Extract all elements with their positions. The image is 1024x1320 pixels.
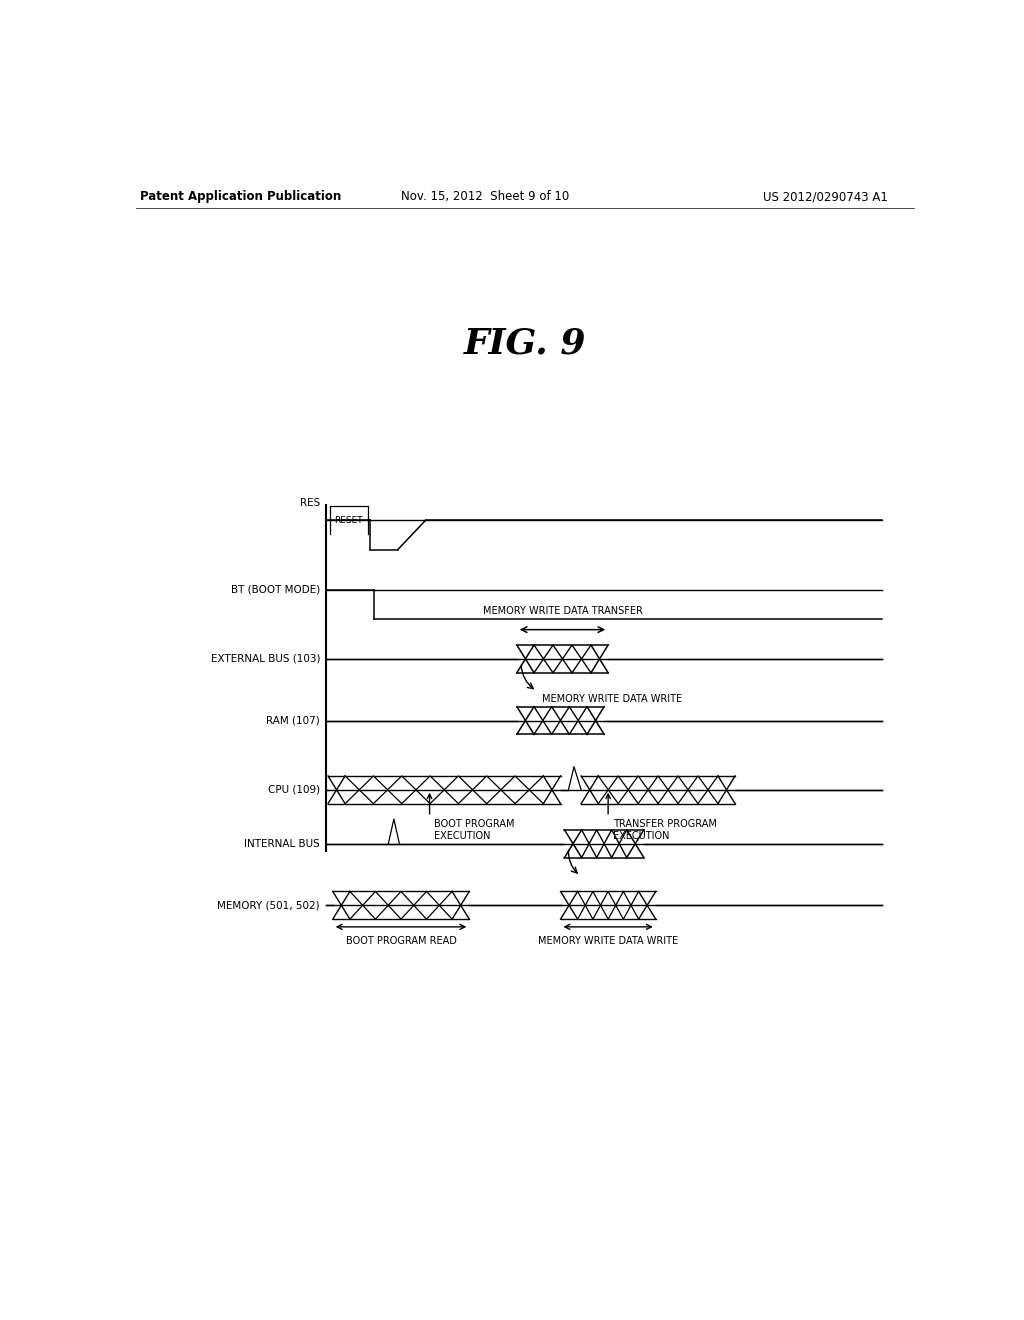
Text: CPU (109): CPU (109): [268, 785, 321, 795]
Text: Patent Application Publication: Patent Application Publication: [140, 190, 341, 203]
Text: FIG. 9: FIG. 9: [464, 326, 586, 360]
Text: BOOT PROGRAM READ: BOOT PROGRAM READ: [345, 936, 457, 946]
Text: MEMORY (501, 502): MEMORY (501, 502): [217, 900, 321, 911]
Text: RAM (107): RAM (107): [266, 715, 321, 726]
Text: MEMORY WRITE DATA TRANSFER: MEMORY WRITE DATA TRANSFER: [482, 606, 642, 616]
Text: RESET: RESET: [334, 516, 362, 525]
Text: INTERNAL BUS: INTERNAL BUS: [245, 838, 321, 849]
Text: MEMORY WRITE DATA WRITE: MEMORY WRITE DATA WRITE: [543, 693, 682, 704]
Text: TRANSFER PROGRAM
EXECUTION: TRANSFER PROGRAM EXECUTION: [613, 818, 717, 841]
Text: BT (BOOT MODE): BT (BOOT MODE): [230, 585, 321, 594]
Text: MEMORY WRITE DATA WRITE: MEMORY WRITE DATA WRITE: [538, 936, 678, 946]
Text: Nov. 15, 2012  Sheet 9 of 10: Nov. 15, 2012 Sheet 9 of 10: [401, 190, 569, 203]
Text: EXTERNAL BUS (103): EXTERNAL BUS (103): [211, 653, 321, 664]
Text: US 2012/0290743 A1: US 2012/0290743 A1: [763, 190, 888, 203]
Text: RES: RES: [300, 499, 321, 508]
Text: BOOT PROGRAM
EXECUTION: BOOT PROGRAM EXECUTION: [434, 818, 515, 841]
